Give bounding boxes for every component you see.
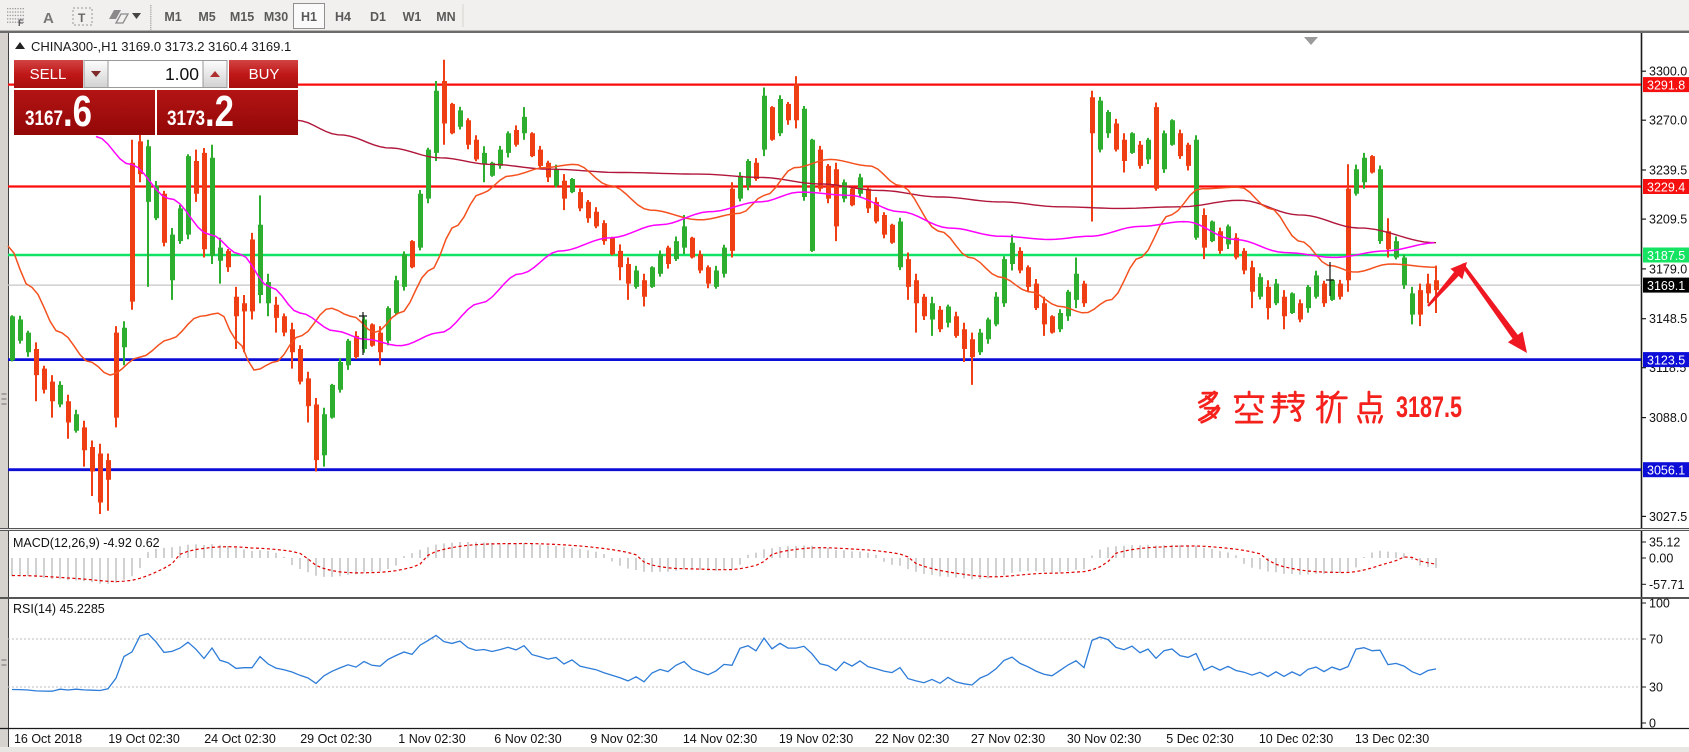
svg-text:3173: 3173 [167,107,205,130]
svg-text:3167: 3167 [25,107,63,130]
svg-text:3179.0: 3179.0 [1649,262,1687,276]
svg-text:SELL: SELL [30,66,67,83]
svg-text:3187.5: 3187.5 [1396,391,1462,424]
svg-text:30 Nov 02:30: 30 Nov 02:30 [1067,732,1141,746]
svg-text:MACD(12,26,9) -4.92 0.62: MACD(12,26,9) -4.92 0.62 [13,536,160,550]
svg-text:F: F [18,18,24,28]
svg-text:27 Nov 02:30: 27 Nov 02:30 [971,732,1045,746]
svg-text:A: A [43,10,54,27]
svg-text:24 Oct 02:30: 24 Oct 02:30 [204,732,276,746]
svg-text:16 Oct 2018: 16 Oct 2018 [14,732,82,746]
svg-text:6 Nov 02:30: 6 Nov 02:30 [494,732,561,746]
svg-text:3300.0: 3300.0 [1649,65,1687,79]
svg-text:H4: H4 [335,10,351,24]
svg-text:3229.4: 3229.4 [1647,180,1685,194]
svg-text:M15: M15 [230,10,254,24]
svg-text:H1: H1 [301,10,317,24]
svg-text:3056.1: 3056.1 [1647,464,1685,478]
svg-text:70: 70 [1649,633,1663,647]
svg-text:3239.5: 3239.5 [1649,164,1687,178]
svg-text:W1: W1 [403,10,422,24]
svg-text:100: 100 [1649,597,1670,611]
svg-text:3123.5: 3123.5 [1647,353,1685,367]
svg-text:13 Dec 02:30: 13 Dec 02:30 [1355,732,1429,746]
svg-text:3187.5: 3187.5 [1647,249,1685,263]
svg-text:22 Nov 02:30: 22 Nov 02:30 [875,732,949,746]
svg-text:-57.71: -57.71 [1649,578,1684,592]
svg-text:10 Dec 02:30: 10 Dec 02:30 [1259,732,1333,746]
svg-text:T: T [78,11,86,25]
svg-text:MN: MN [436,10,455,24]
svg-text:.6: .6 [63,87,92,136]
svg-text:RSI(14) 45.2285: RSI(14) 45.2285 [13,602,105,616]
svg-text:3148.5: 3148.5 [1649,312,1687,326]
svg-text:19 Nov 02:30: 19 Nov 02:30 [779,732,853,746]
svg-text:1 Nov 02:30: 1 Nov 02:30 [398,732,465,746]
svg-text:35.12: 35.12 [1649,536,1680,550]
svg-text:3169.1: 3169.1 [1647,279,1685,293]
svg-text:1.00: 1.00 [165,64,199,84]
svg-text:M5: M5 [198,10,215,24]
svg-text:29 Oct 02:30: 29 Oct 02:30 [300,732,372,746]
svg-text:.2: .2 [205,87,234,136]
svg-text:0: 0 [1649,717,1656,731]
svg-text:9 Nov 02:30: 9 Nov 02:30 [590,732,657,746]
svg-text:D1: D1 [370,10,386,24]
svg-text:14 Nov 02:30: 14 Nov 02:30 [683,732,757,746]
svg-text:M1: M1 [164,10,181,24]
svg-text:3291.8: 3291.8 [1647,78,1685,92]
svg-text:3270.0: 3270.0 [1649,114,1687,128]
svg-text:3027.5: 3027.5 [1649,510,1687,524]
svg-text:19 Oct 02:30: 19 Oct 02:30 [108,732,180,746]
svg-text:0.00: 0.00 [1649,552,1673,566]
svg-text:3088.0: 3088.0 [1649,411,1687,425]
svg-text:5 Dec 02:30: 5 Dec 02:30 [1166,732,1233,746]
svg-text:3209.5: 3209.5 [1649,213,1687,227]
svg-text:CHINA300-,H1 3169.0 3173.2 31: CHINA300-,H1 3169.0 3173.2 3160.4 3169.1 [31,39,291,54]
svg-text:30: 30 [1649,681,1663,695]
svg-text:BUY: BUY [249,66,280,83]
svg-text:M30: M30 [264,10,288,24]
